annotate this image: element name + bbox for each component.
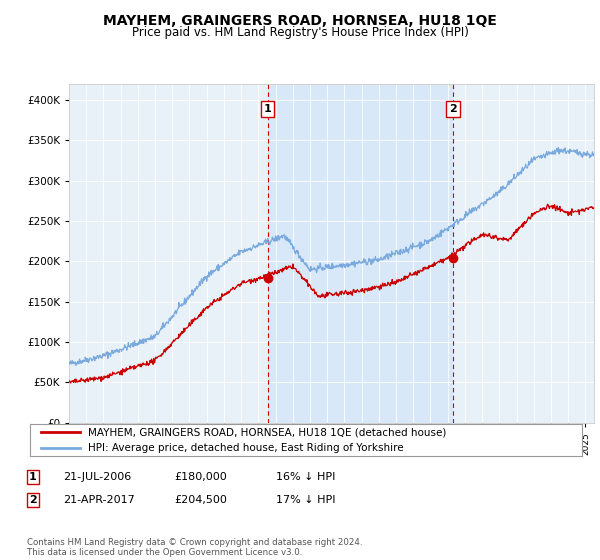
Text: 21-APR-2017: 21-APR-2017 xyxy=(63,495,135,505)
Text: 16% ↓ HPI: 16% ↓ HPI xyxy=(276,472,335,482)
Text: 17% ↓ HPI: 17% ↓ HPI xyxy=(276,495,335,505)
Text: 21-JUL-2006: 21-JUL-2006 xyxy=(63,472,131,482)
Text: 2: 2 xyxy=(449,104,457,114)
Text: 2: 2 xyxy=(29,495,37,505)
Text: Price paid vs. HM Land Registry's House Price Index (HPI): Price paid vs. HM Land Registry's House … xyxy=(131,26,469,39)
Text: £204,500: £204,500 xyxy=(174,495,227,505)
Text: MAYHEM, GRAINGERS ROAD, HORNSEA, HU18 1QE (detached house): MAYHEM, GRAINGERS ROAD, HORNSEA, HU18 1Q… xyxy=(88,427,446,437)
Text: 1: 1 xyxy=(264,104,272,114)
Bar xyxy=(268,84,453,423)
Text: MAYHEM, GRAINGERS ROAD, HORNSEA, HU18 1QE: MAYHEM, GRAINGERS ROAD, HORNSEA, HU18 1Q… xyxy=(103,14,497,28)
Text: HPI: Average price, detached house, East Riding of Yorkshire: HPI: Average price, detached house, East… xyxy=(88,444,404,453)
Text: Contains HM Land Registry data © Crown copyright and database right 2024.
This d: Contains HM Land Registry data © Crown c… xyxy=(27,538,362,557)
Text: £180,000: £180,000 xyxy=(174,472,227,482)
Text: 1: 1 xyxy=(29,472,37,482)
